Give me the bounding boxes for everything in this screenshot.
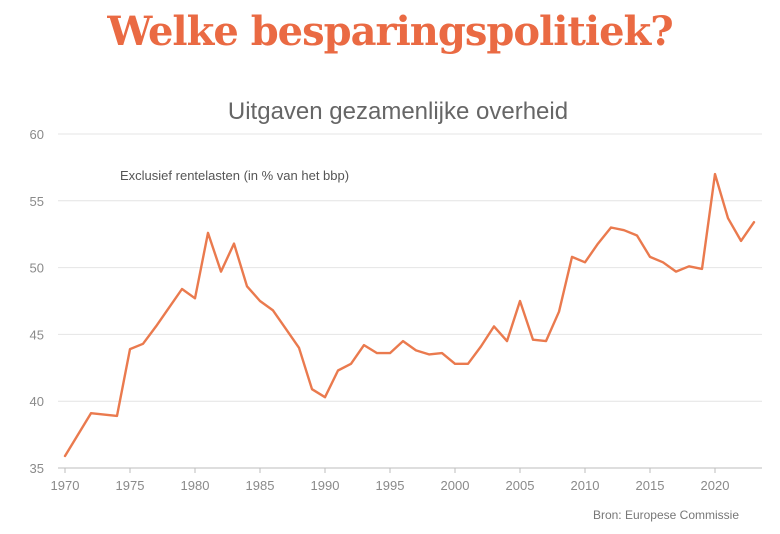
y-tick-label: 60 bbox=[30, 127, 44, 142]
headline: Welke besparingspolitiek? bbox=[107, 8, 673, 55]
x-tick-label: 2005 bbox=[506, 478, 535, 493]
chart-annotation: Exclusief rentelasten (in % van het bbp) bbox=[120, 168, 349, 183]
x-tick-label: 2020 bbox=[701, 478, 730, 493]
x-tick-labels: 1970 1975 1980 1985 1990 1995 2000 2005 2010 2015… bbox=[51, 468, 730, 493]
x-tick-label: 2010 bbox=[571, 478, 600, 493]
y-tick-label: 50 bbox=[30, 261, 44, 276]
x-tick-label: 1995 bbox=[376, 478, 405, 493]
series-line bbox=[63, 172, 756, 458]
y-tick-label: 55 bbox=[30, 194, 44, 209]
source-note: Bron: Europese Commissie bbox=[593, 508, 739, 522]
chart-title: Uitgaven gezamenlijke overheid bbox=[228, 98, 568, 125]
x-tick-label: 1970 bbox=[51, 478, 80, 493]
y-tick-label: 40 bbox=[30, 394, 44, 409]
x-tick-label: 1990 bbox=[311, 478, 340, 493]
x-tick-label: 1975 bbox=[116, 478, 145, 493]
series-layer bbox=[63, 172, 756, 458]
y-tick-label: 35 bbox=[30, 461, 44, 476]
x-tick-label: 1980 bbox=[181, 478, 210, 493]
x-tick-label: 2015 bbox=[636, 478, 665, 493]
x-tick-label: 2000 bbox=[441, 478, 470, 493]
y-tick-label: 45 bbox=[30, 327, 44, 342]
x-tick-label: 1985 bbox=[246, 478, 275, 493]
y-tick-labels: 60 55 50 45 40 35 bbox=[30, 127, 44, 476]
grid-lines bbox=[58, 133, 762, 402]
